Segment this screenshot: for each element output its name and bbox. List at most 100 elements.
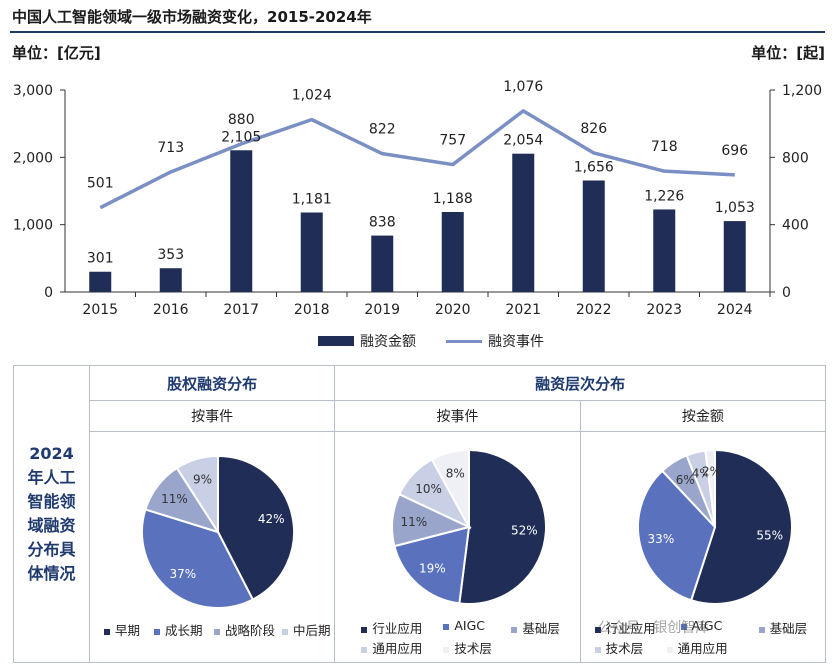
left-tick-label: 2,000: [13, 150, 53, 166]
right-tick-label: 800: [782, 150, 809, 166]
legend-line-swatch: [446, 339, 482, 343]
pie-slice-label: 42%: [258, 512, 285, 526]
bar: [512, 153, 535, 292]
bar: [723, 221, 746, 292]
sub-header-2: 按事件: [334, 400, 581, 432]
sub-header-1: 按事件: [88, 400, 336, 432]
line-data-label: 822: [369, 122, 396, 138]
watermark: 公众号 · 银创智库: [598, 620, 710, 636]
pie2-legend-item: 通用应用: [361, 638, 422, 657]
pie-slice: [458, 448, 548, 605]
x-tick-label: 2024: [717, 302, 753, 318]
pie-slice-label: 6%: [675, 473, 694, 487]
bar-data-label: 2,054: [503, 133, 543, 149]
pie-slice-label: 2%: [702, 465, 721, 479]
bar: [159, 268, 182, 292]
pie-chart-level-events: 52% 19% 11% 10%8%: [391, 448, 548, 605]
pie-slice-label: 33%: [647, 532, 674, 546]
legend-bar-label: 融资金额: [360, 334, 416, 350]
pie-slice-label: 8%: [446, 466, 465, 480]
bar-data-label: 1,053: [715, 200, 755, 216]
line-data-label: 757: [439, 133, 466, 149]
events-line: [99, 109, 735, 210]
side-label-text: 2024 年人工 智能领 域融资 分布具 体情况: [27, 444, 76, 583]
x-tick-label: 2021: [505, 302, 541, 318]
pie-chart-level-amount: 55% 33% 6%4%2%: [636, 448, 793, 605]
pie-slice: [430, 448, 471, 528]
right-tick-label: 1,200: [782, 83, 822, 99]
pie-slice: [689, 448, 793, 605]
pie3-legend-item: 基础层: [758, 618, 807, 637]
legend-bar-swatch: [318, 336, 354, 346]
title-rule: [10, 31, 825, 33]
pie2-legend-item: 基础层: [511, 618, 560, 637]
right-tick-label: 400: [782, 218, 809, 234]
pie3-legend-item: 通用应用: [666, 638, 728, 657]
bar-data-label: 1,226: [644, 188, 684, 204]
line-data-label: 880: [228, 112, 255, 128]
pie2-legend-item: AIGC: [443, 618, 485, 633]
pie-slice: [636, 469, 716, 602]
x-tick-label: 2018: [294, 302, 330, 318]
pie3-legend-item: 技术层: [594, 638, 643, 657]
bar-data-label: 2,105: [221, 129, 261, 145]
bar: [441, 212, 464, 292]
line-data-label: 826: [580, 121, 607, 137]
pie-slice-label: 19%: [419, 562, 446, 576]
bar: [230, 150, 253, 292]
pie-cell-3: 55% 33% 6% 4% 2% 行业应用 AIGC 基础层 技术层 通用应用: [579, 431, 827, 663]
header-level: 融资层次分布: [334, 365, 826, 401]
pie-slice-label: 11%: [161, 492, 188, 506]
line-data-label: 1,076: [503, 79, 543, 95]
left-tick-label: 1,000: [13, 218, 53, 234]
pie-slice-label: 4%: [691, 466, 710, 480]
pie-slice: [217, 454, 295, 601]
line-data-label: 718: [651, 139, 678, 155]
header-equity: 股权融资分布: [88, 365, 336, 401]
pie-slice: [175, 454, 219, 536]
pie1-legend-item: 成长期: [154, 620, 203, 639]
chart-title: 中国人工智能领域一级市场融资变化，2015-2024年: [12, 8, 372, 26]
pie-chart-equity: 42% 37% 11% 9%: [141, 454, 295, 609]
pie3-legend-item: AIGC: [680, 618, 722, 633]
bar-data-label: 1,188: [433, 191, 473, 207]
left-tick-label: 3,000: [13, 83, 53, 99]
pie-slice-label: 11%: [401, 515, 428, 529]
right-unit-label: 单位：[起]: [751, 44, 825, 62]
right-tick-label: 0: [782, 285, 791, 301]
pie-slice-label: 9%: [193, 472, 212, 486]
line-data-label: 501: [87, 176, 114, 192]
sub-header-3: 按金额: [579, 400, 827, 432]
combo-chart: 0 1,000 2,000 3,000 0 400 800 1,200 2015 2016 2017…: [13, 79, 822, 318]
bar-data-label: 301: [87, 251, 114, 267]
bar-data-label: 838: [369, 215, 396, 231]
pie2-legend-item: 技术层: [443, 638, 492, 657]
bar-data-label: 1,656: [574, 159, 614, 175]
pie-slice-label: 37%: [169, 567, 196, 581]
x-tick-label: 2017: [223, 302, 259, 318]
pie-cell-1: 42% 37% 11% 9% 早期 成长期 战略阶段 中后期: [88, 431, 336, 663]
side-label: 2024 年人工 智能领 域融资 分布具 体情况: [13, 365, 90, 663]
x-tick-label: 2022: [576, 302, 612, 318]
pie2-legend-item: 行业应用: [361, 618, 422, 637]
pie1-legend-item: 中后期: [282, 620, 331, 639]
pie1-legend-item: 战略阶段: [214, 620, 275, 639]
bar-data-label: 1,181: [292, 191, 332, 207]
x-tick-label: 2020: [435, 302, 471, 318]
combo-legend: 融资金额 融资事件: [318, 331, 544, 351]
legend-line-label: 融资事件: [488, 334, 544, 350]
bar: [300, 212, 323, 292]
pie-slice: [703, 448, 716, 528]
pie-slice: [141, 508, 255, 609]
left-unit-label: 单位：[亿元]: [12, 44, 101, 62]
bar: [582, 180, 605, 292]
pie-slice-label: 10%: [416, 482, 443, 496]
left-tick-label: 0: [44, 285, 53, 301]
pie1-legend-item: 早期: [104, 620, 140, 639]
pie-slice-label: 55%: [756, 529, 783, 543]
line-data-label: 696: [721, 143, 748, 159]
x-tick-label: 2023: [646, 302, 682, 318]
bar: [653, 209, 676, 292]
x-tick-label: 2019: [364, 302, 400, 318]
pie-cell-2: 52% 19% 11% 10% 8% 行业应用 AIGC 基础层 通用应用 技术层: [334, 431, 581, 663]
